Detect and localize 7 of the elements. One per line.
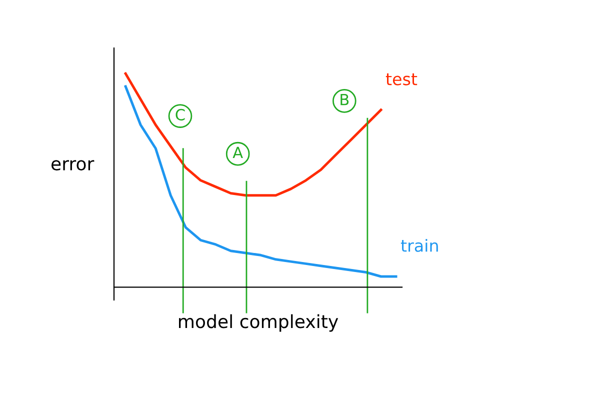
- annotation: B: [340, 94, 349, 106]
- series-label: train: [400, 239, 438, 252]
- annotation: A: [232, 146, 243, 158]
- series-label: test: [386, 73, 418, 86]
- y-axis-title: error: [51, 160, 94, 170]
- annotation: C: [176, 108, 185, 120]
- x-axis-title: model complexity: [179, 314, 338, 332]
